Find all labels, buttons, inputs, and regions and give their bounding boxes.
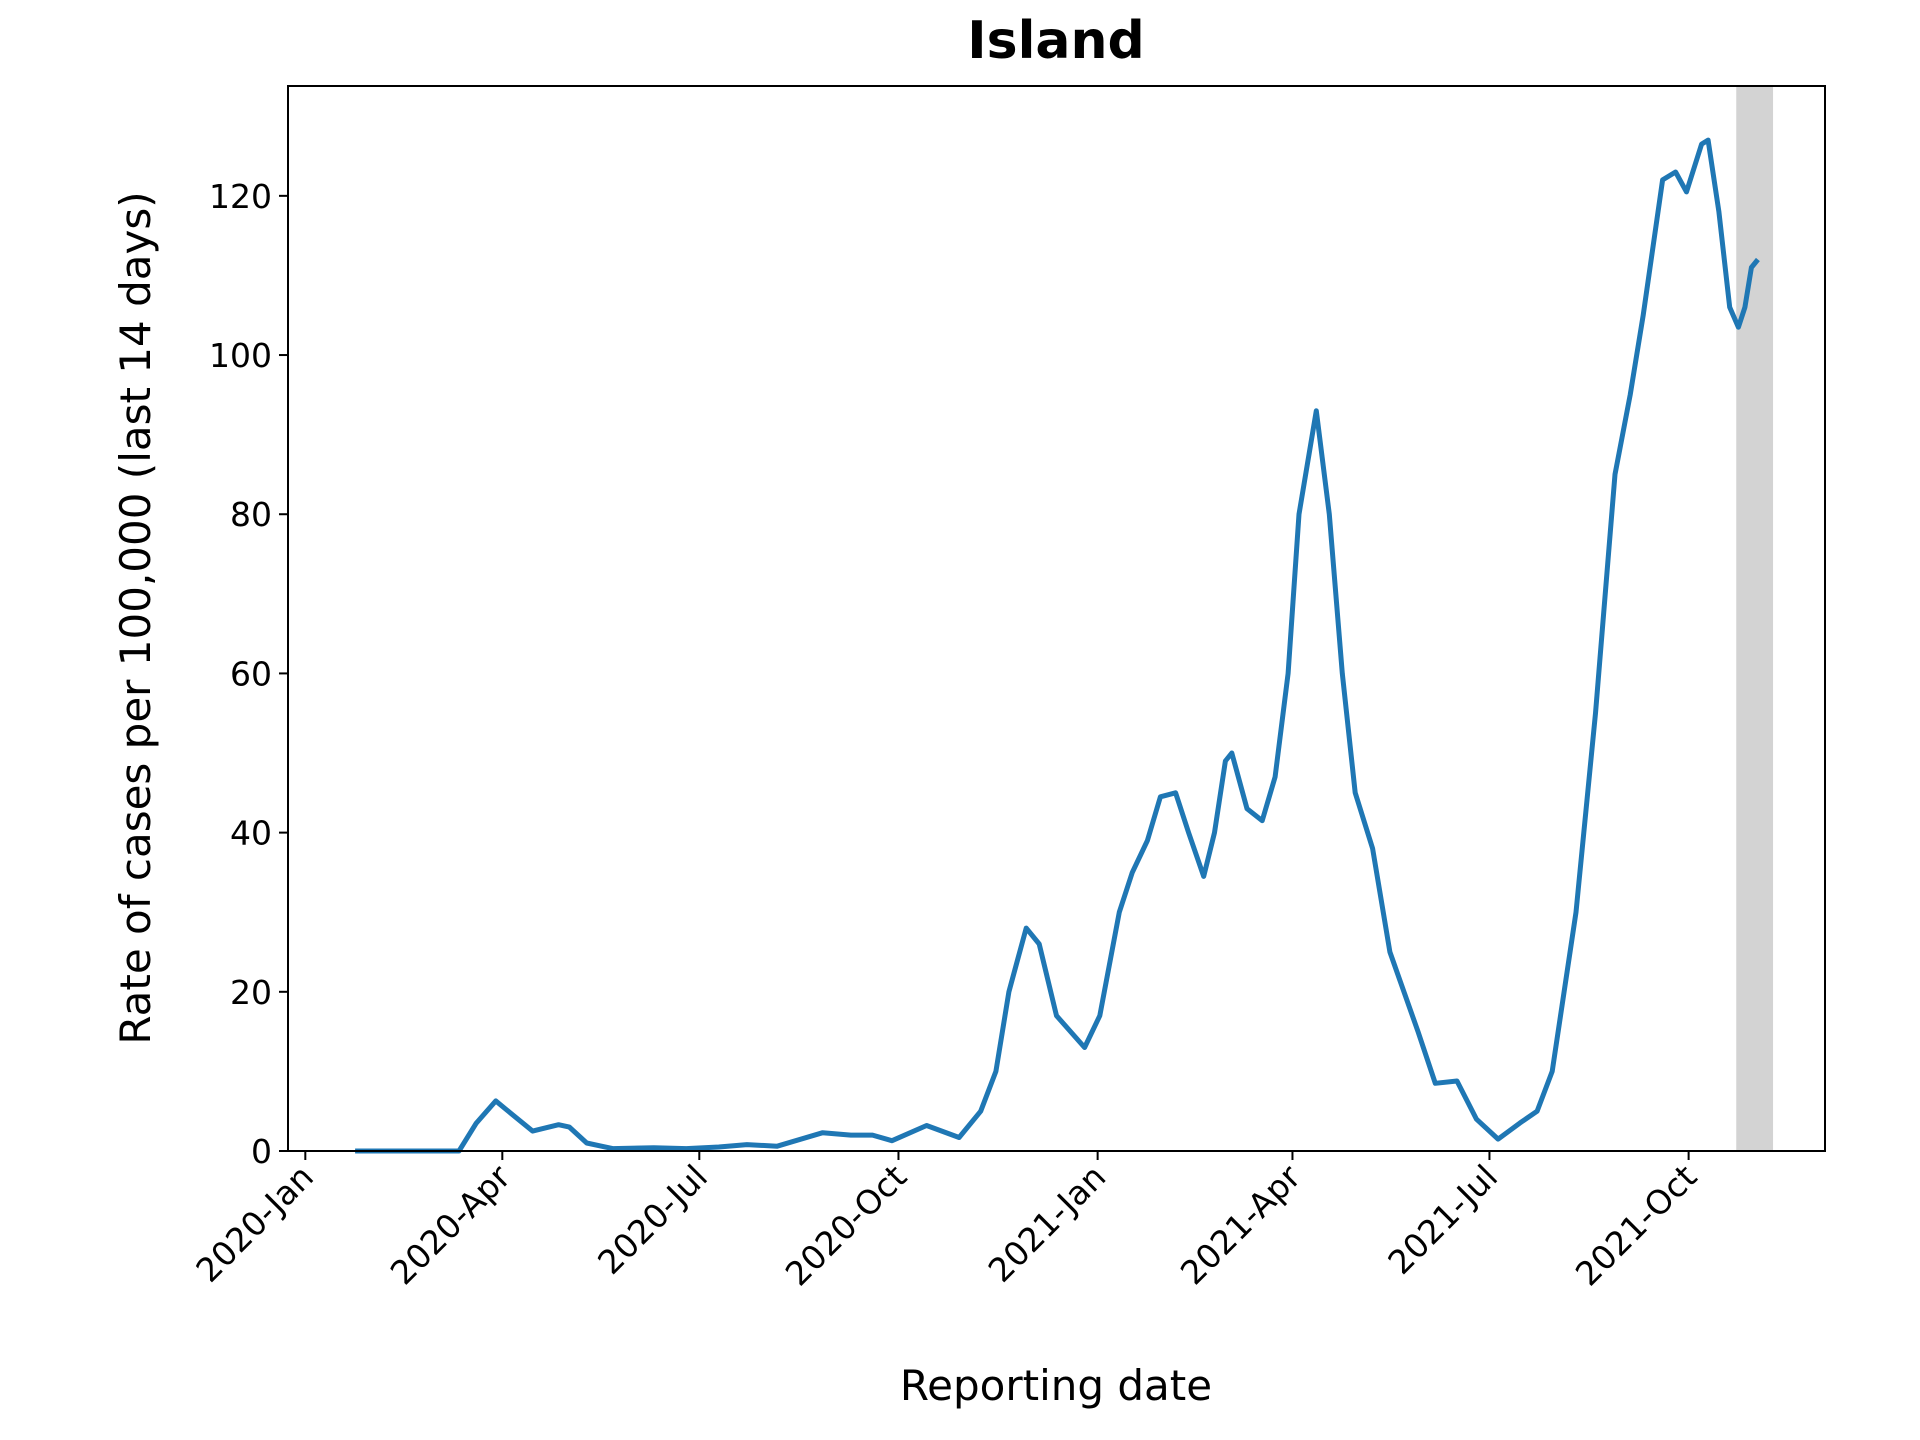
y-tick-label: 20 bbox=[230, 973, 272, 1012]
y-tick-label: 120 bbox=[209, 177, 272, 216]
y-tick-label: 100 bbox=[209, 336, 272, 375]
x-tick-label: 2020-Apr bbox=[383, 1157, 519, 1293]
plot-frame bbox=[287, 85, 1826, 1152]
x-tick-label: 2021-Jan bbox=[981, 1157, 1114, 1290]
x-axis-label: Reporting date bbox=[900, 1361, 1212, 1410]
y-tick-label: 0 bbox=[251, 1132, 272, 1171]
x-tick-label: 2020-Jul bbox=[590, 1157, 715, 1282]
x-tick-label: 2021-Jul bbox=[1380, 1157, 1505, 1282]
chart-title: Island bbox=[967, 11, 1144, 71]
x-tick-label: 2020-Oct bbox=[778, 1157, 914, 1293]
shaded-region bbox=[1736, 86, 1774, 1151]
y-tick-label: 60 bbox=[230, 654, 272, 693]
y-tick-label: 80 bbox=[230, 495, 272, 534]
y-tick-label: 40 bbox=[230, 814, 272, 853]
x-tick-label: 2021-Apr bbox=[1173, 1157, 1309, 1293]
x-tick-label: 2021-Oct bbox=[1568, 1157, 1704, 1293]
line bbox=[355, 137, 1760, 1154]
y-axis-label: Rate of cases per 100,000 (last 14 days) bbox=[111, 191, 160, 1044]
x-tick-label: 2020-Jan bbox=[188, 1157, 321, 1290]
